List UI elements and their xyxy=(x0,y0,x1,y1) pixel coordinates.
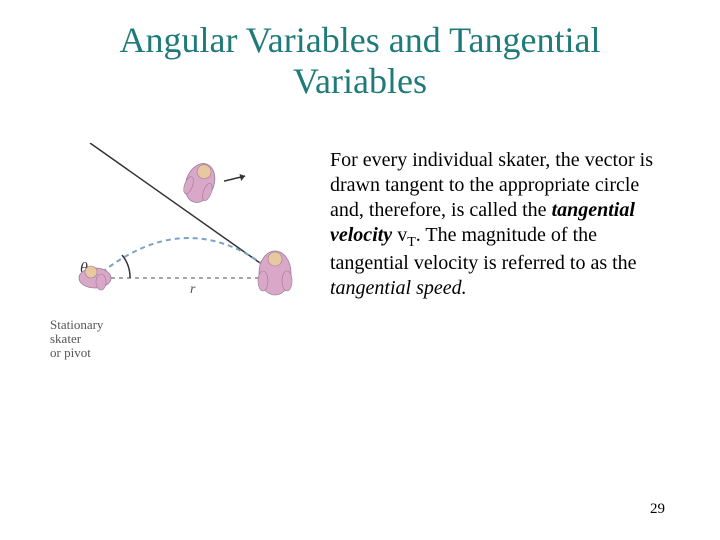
caption-line-1: Stationary xyxy=(50,317,103,332)
tangent-line xyxy=(90,143,260,263)
content-row: θ r xyxy=(50,143,670,363)
term-tangential-speed: tangential speed. xyxy=(330,277,467,299)
page-title: Angular Variables and Tangential Variabl… xyxy=(50,20,670,103)
moving-skater-right xyxy=(258,251,292,295)
para-mid: is referred to as the xyxy=(478,252,636,274)
slide: Angular Variables and Tangential Variabl… xyxy=(0,0,720,540)
para-vt-a: v xyxy=(392,224,407,246)
para-vt-sub: T xyxy=(407,235,416,250)
figure-caption: Stationary skater or pivot xyxy=(50,318,103,361)
r-label: r xyxy=(190,282,196,297)
skater-figure: θ r xyxy=(50,143,310,363)
caption-line-3: or pivot xyxy=(50,345,91,360)
circular-arc xyxy=(95,238,280,278)
theta-arc xyxy=(122,255,130,278)
page-number: 29 xyxy=(650,501,665,518)
body-paragraph: For every individual skater, the vector … xyxy=(330,143,670,302)
para-tangential2: tangential velocity xyxy=(330,252,478,274)
caption-line-2: skater xyxy=(50,331,81,346)
moving-skater-top xyxy=(180,157,245,215)
para-after1b: . The magnitude of the xyxy=(416,224,597,246)
